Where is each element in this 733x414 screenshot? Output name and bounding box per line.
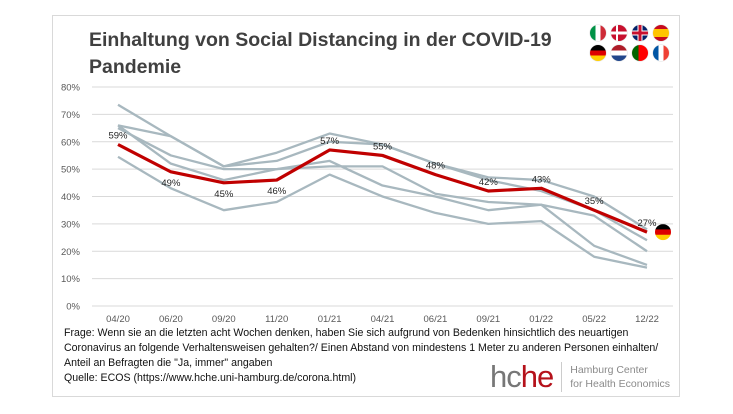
- y-tick-label: 0%: [66, 302, 80, 313]
- data-label: 42%: [479, 177, 499, 188]
- data-label: 35%: [585, 196, 605, 207]
- y-tick-label: 70%: [61, 110, 81, 121]
- x-tick-label: 01/21: [318, 314, 342, 325]
- y-tick-label: 80%: [61, 83, 81, 94]
- y-tick-label: 50%: [61, 165, 81, 176]
- x-tick-label: 05/22: [582, 314, 606, 325]
- flag-spain-icon: [653, 25, 669, 41]
- hche-logo: hche Hamburg Center for Health Economics: [490, 359, 671, 394]
- y-tick-label: 10%: [61, 274, 81, 285]
- data-label: 45%: [214, 189, 234, 200]
- data-label: 57%: [320, 136, 340, 147]
- question-text-3: Anteil an Befragten die "Ja, immer" anga…: [64, 357, 273, 369]
- x-tick-label: 01/22: [529, 314, 553, 325]
- x-tick-label: 09/21: [476, 314, 500, 325]
- data-label: 49%: [161, 178, 181, 189]
- chart-footnote: Frage: Wenn sie an die letzten acht Woch…: [64, 326, 664, 386]
- x-tick-label: 06/20: [159, 314, 183, 325]
- x-tick-label: 09/20: [212, 314, 236, 325]
- data-label: 55%: [373, 141, 393, 152]
- series-line-country-2: [117, 124, 648, 242]
- y-tick-label: 40%: [61, 192, 81, 203]
- series-line-country-4: [117, 124, 648, 267]
- series-line-germany: [117, 143, 648, 234]
- x-tick-label: 04/21: [371, 314, 395, 325]
- data-label: 43%: [532, 174, 552, 185]
- x-tick-label: 12/22: [635, 314, 659, 325]
- data-label: 46%: [267, 186, 287, 197]
- source-text: Quelle: ECOS (https://www.hche.uni-hambu…: [64, 372, 357, 384]
- y-tick-label: 60%: [61, 137, 81, 148]
- flag-portugal-icon: [632, 45, 648, 61]
- flag-denmark-icon: [611, 25, 627, 41]
- data-label: 27%: [637, 218, 657, 229]
- chart-title: Einhaltung von Social Distancing in der …: [89, 29, 552, 78]
- x-tick-label: 06/21: [424, 314, 448, 325]
- data-label: 48%: [426, 161, 446, 172]
- y-tick-label: 20%: [61, 247, 81, 258]
- x-tick-label: 11/20: [265, 314, 288, 325]
- flag-uk-icon: [632, 25, 648, 41]
- data-label: 59%: [108, 130, 128, 141]
- country-flags: [590, 25, 671, 61]
- question-text-2: Coronavirus an folgende Verhaltensweisen…: [64, 342, 659, 354]
- chart-frame: [52, 15, 680, 397]
- flag-netherlands-icon: [611, 45, 627, 61]
- y-tick-label: 30%: [61, 219, 81, 230]
- flag-france-icon: [653, 45, 669, 61]
- series-line-country-5: [117, 155, 648, 269]
- germany-flag-marker-icon: [655, 224, 671, 241]
- series-line-country-3: [117, 127, 648, 253]
- flag-germany-icon: [590, 45, 606, 61]
- flag-italy-icon: [590, 25, 606, 41]
- x-tick-label: 04/20: [106, 314, 130, 325]
- question-text-1: Frage: Wenn sie an die letzten acht Woch…: [64, 327, 629, 339]
